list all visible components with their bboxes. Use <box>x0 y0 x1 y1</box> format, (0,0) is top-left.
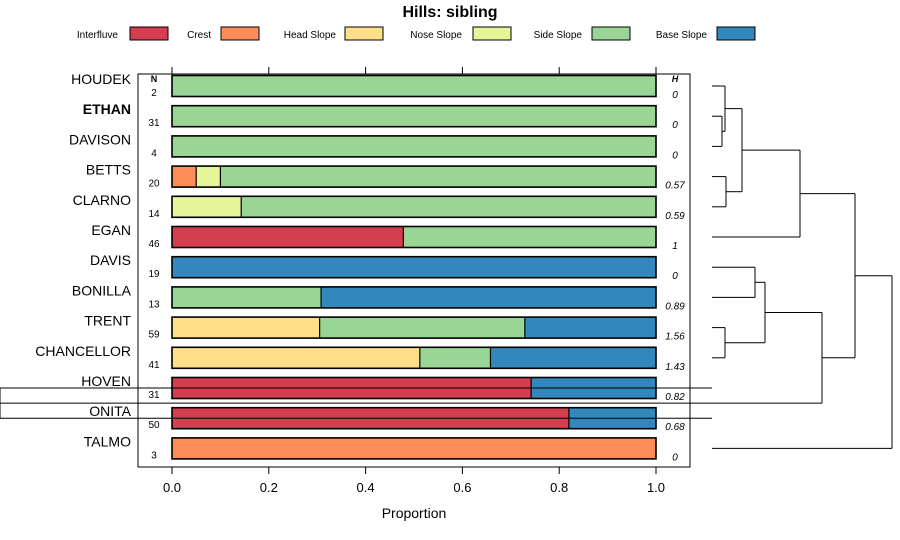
legend-label: Side Slope <box>534 30 583 41</box>
h-value: 0 <box>672 90 678 101</box>
h-value: 0.89 <box>665 301 685 312</box>
h-value: 0 <box>672 452 678 463</box>
bar-segment <box>172 347 420 369</box>
bar-outline <box>171 225 657 249</box>
category-label: CHANCELLOR <box>35 343 131 359</box>
h-value: 0.57 <box>665 181 685 192</box>
chart-title: Hills: sibling <box>402 4 498 21</box>
dendrogram <box>0 85 893 449</box>
category-label: BETTS <box>86 162 131 178</box>
legend-swatch <box>129 26 169 41</box>
bar-outline <box>171 74 657 98</box>
n-value: 19 <box>148 269 160 280</box>
legend-label: Crest <box>187 30 211 41</box>
n-value: 31 <box>148 390 160 401</box>
category-label: ETHAN <box>83 101 131 117</box>
bar-outline <box>171 135 657 158</box>
bar-segment <box>319 317 525 339</box>
category-label: ONITA <box>89 403 131 419</box>
bar-segment <box>172 226 404 248</box>
bar-segment <box>403 226 656 248</box>
category-label: EGAN <box>91 222 131 238</box>
bar-outline <box>171 316 657 339</box>
legend-label: Base Slope <box>656 30 708 41</box>
legend-label: Nose Slope <box>410 30 462 41</box>
n-value: 59 <box>148 330 160 341</box>
bar-segment <box>524 317 656 339</box>
category-label: DAVIS <box>90 252 131 268</box>
bar-segment <box>196 166 221 188</box>
bars-group <box>171 74 657 460</box>
bar-segment <box>241 196 656 218</box>
n-value: 46 <box>148 239 160 250</box>
x-tick-label: 0.6 <box>453 480 471 495</box>
bar-segment <box>220 166 656 188</box>
legend-swatch <box>716 26 756 41</box>
bar-segment <box>172 105 656 127</box>
n-value: 50 <box>148 420 160 431</box>
h-value: 0.68 <box>665 422 685 433</box>
category-label: TALMO <box>84 433 131 449</box>
bar-segment <box>172 166 197 188</box>
h-value: 1.56 <box>665 332 685 343</box>
x-tick-label: 0.4 <box>357 480 375 495</box>
h-value: 0 <box>672 271 678 282</box>
n-value: 3 <box>151 450 157 461</box>
bar-segment <box>172 196 242 218</box>
bar-outline <box>171 165 657 188</box>
legend-label: Head Slope <box>284 30 337 41</box>
bar-segment <box>490 347 656 369</box>
n-value: 13 <box>148 299 160 310</box>
category-label: TRENT <box>84 313 131 329</box>
bar-segment <box>172 256 656 278</box>
h-value: 0.59 <box>665 211 685 222</box>
category-label: HOUDEK <box>71 71 132 87</box>
h-value: 0 <box>672 120 678 131</box>
h-column-header: H <box>672 74 679 84</box>
h-value: 1 <box>672 241 678 252</box>
n-value: 31 <box>148 118 160 129</box>
category-label: HOVEN <box>81 373 131 389</box>
bar-segment <box>172 286 322 308</box>
bar-outline <box>171 286 657 309</box>
bar-segment <box>321 286 656 308</box>
bar-outline <box>171 104 657 128</box>
plot-frame <box>137 73 691 468</box>
x-axis-label: Proportion <box>382 505 447 521</box>
axes: 0.0 0.2 0.4 0.6 0.8 1.0 <box>163 67 665 495</box>
x-tick-label: 0.0 <box>163 480 181 495</box>
category-label: CLARNO <box>73 192 131 208</box>
n-column-header: N <box>151 74 158 84</box>
x-tick-label: 0.8 <box>550 480 568 495</box>
x-tick-label: 1.0 <box>647 480 665 495</box>
n-value: 2 <box>151 88 157 99</box>
legend-swatch <box>344 26 384 41</box>
legend: Interfluve Crest Head Slope Nose Slope Side … <box>77 26 756 41</box>
h-value: 0 <box>672 150 678 161</box>
n-value: 14 <box>148 209 160 220</box>
category-label: DAVISON <box>69 131 131 147</box>
bar-outline <box>171 195 657 219</box>
x-tick-label: 0.2 <box>260 480 278 495</box>
h-value: 0.82 <box>665 392 685 403</box>
legend-swatch <box>472 26 512 41</box>
category-label: BONILLA <box>72 282 132 298</box>
bar-outline <box>171 346 657 370</box>
legend-swatch <box>591 26 631 41</box>
bar-segment <box>172 135 656 157</box>
n-value: 20 <box>148 179 160 190</box>
bar-segment <box>172 75 656 97</box>
bar-outline <box>171 437 657 460</box>
bar-segment <box>172 437 656 459</box>
legend-swatch <box>220 26 260 41</box>
h-value: 1.43 <box>665 362 685 373</box>
bar-outline <box>171 255 657 279</box>
legend-label: Interfluve <box>77 30 119 41</box>
n-value: 4 <box>151 148 157 159</box>
bar-segment <box>419 347 491 369</box>
n-value: 41 <box>148 360 160 371</box>
bar-segment <box>172 317 320 339</box>
